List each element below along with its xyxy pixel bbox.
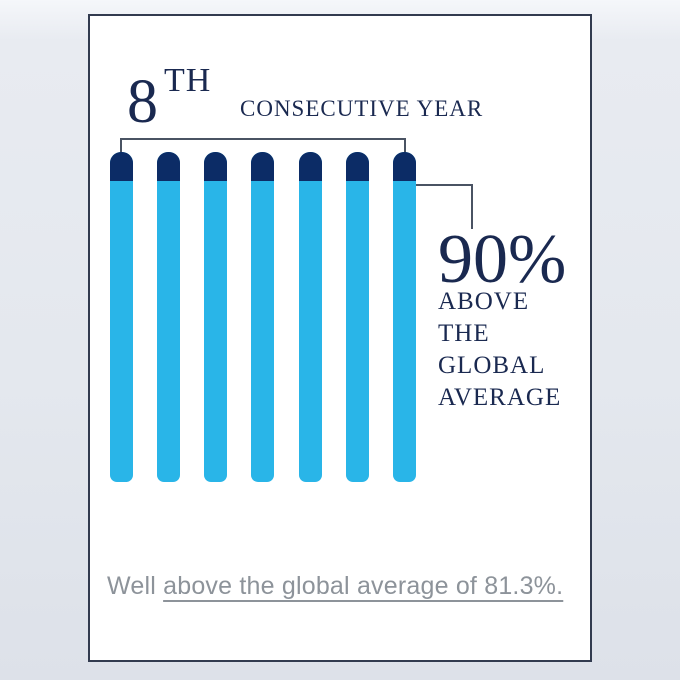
headline-number: 8 xyxy=(127,68,158,136)
bar xyxy=(298,152,322,482)
callout-connector xyxy=(416,184,473,229)
infographic-card: 8 TH CONSECUTIVE YEAR 90% ABOVE THE GLOBAL… xyxy=(88,14,592,662)
headline-label: CONSECUTIVE YEAR xyxy=(240,96,484,121)
bar-cap xyxy=(298,152,322,181)
bar-cap xyxy=(251,152,275,181)
callout-label-line: GLOBAL xyxy=(438,352,546,379)
bar xyxy=(251,152,275,482)
footnote-underlined-text[interactable]: above the global average of 81.3%. xyxy=(163,572,564,600)
bar-cap xyxy=(392,152,416,181)
bar xyxy=(204,152,228,482)
callout-label-line: ABOVE xyxy=(438,288,530,315)
bar-cap xyxy=(345,152,369,181)
bar xyxy=(345,152,369,482)
footnote: Well above the global average of 81.3%. xyxy=(107,572,563,601)
bar-cap xyxy=(204,152,228,181)
callout-value: 90% xyxy=(438,221,567,298)
callout-label: ABOVE THE GLOBAL AVERAGE xyxy=(438,286,561,414)
bar xyxy=(110,152,133,482)
callout-label-line: THE xyxy=(438,320,490,347)
bar-cap xyxy=(110,152,133,181)
bar-cap xyxy=(157,152,181,181)
bar xyxy=(157,152,181,482)
headline-ordinal: TH xyxy=(164,62,212,99)
callout-label-line: AVERAGE xyxy=(438,384,562,411)
bar-chart xyxy=(110,152,416,482)
bracket-connector xyxy=(120,138,406,154)
footnote-prefix: Well xyxy=(107,572,164,600)
bar xyxy=(392,152,416,482)
